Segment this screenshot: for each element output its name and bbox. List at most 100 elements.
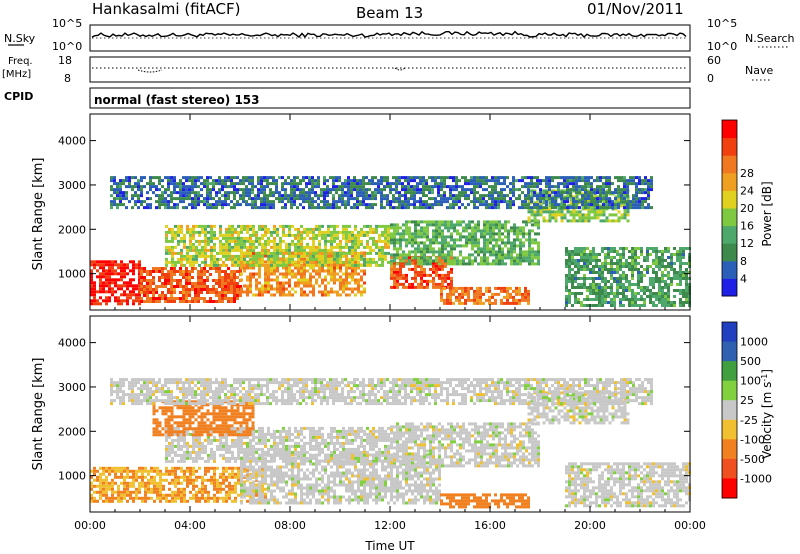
- power-cell: [455, 188, 458, 192]
- power-cell: [453, 238, 456, 242]
- power-cell: [452, 188, 455, 192]
- station-title: Hankasalmi (fitACF): [92, 0, 240, 18]
- power-cell: [658, 298, 661, 301]
- power-cell: [138, 302, 141, 306]
- power-cell: [589, 256, 592, 259]
- power-cell: [143, 279, 146, 282]
- power-cell: [161, 179, 164, 183]
- power-cell: [620, 179, 623, 183]
- power-cell: [420, 229, 423, 233]
- power-cell: [326, 188, 329, 192]
- power-cell: [422, 176, 425, 180]
- power-cell: [420, 220, 423, 224]
- power-cell: [269, 182, 272, 186]
- power-cell: [108, 281, 111, 285]
- power-cell: [622, 304, 625, 307]
- power-cell: [492, 235, 495, 239]
- velocity-cell: [90, 484, 93, 488]
- power-cell: [246, 293, 249, 297]
- power-cell: [258, 251, 261, 255]
- power-cell: [504, 262, 507, 266]
- power-cell: [432, 247, 435, 251]
- power-cell: [610, 298, 613, 301]
- power-cell: [489, 247, 492, 251]
- power-cell: [384, 227, 387, 231]
- power-cell: [467, 194, 470, 198]
- power-cell: [212, 188, 215, 192]
- power-cell: [601, 280, 604, 283]
- power-cell: [357, 266, 360, 270]
- power-cell: [569, 191, 572, 195]
- power-cell: [620, 176, 623, 180]
- power-cell: [628, 304, 631, 307]
- power-cell: [158, 176, 161, 180]
- power-cell: [471, 235, 474, 239]
- power-cell: [575, 182, 578, 186]
- power-cell: [284, 182, 287, 186]
- power-cell: [455, 298, 458, 302]
- power-cell: [450, 259, 453, 263]
- power-cell: [347, 194, 350, 198]
- power-cell: [432, 285, 435, 289]
- power-cell: [572, 213, 576, 217]
- power-cell: [646, 250, 649, 253]
- power-cell: [345, 281, 348, 285]
- power-cell: [302, 179, 305, 183]
- power-y-tick-label: 3000: [58, 179, 86, 192]
- power-cell: [435, 282, 438, 286]
- power-cell: [599, 188, 602, 192]
- power-cell: [407, 203, 410, 207]
- velocity-cell: [114, 469, 117, 473]
- power-cell: [494, 292, 497, 296]
- power-cell: [580, 283, 583, 286]
- power-cell: [305, 200, 308, 204]
- power-cell: [188, 194, 191, 198]
- power-cell: [342, 290, 345, 294]
- power-cell: [620, 191, 623, 195]
- power-cell: [212, 300, 215, 303]
- power-cell: [194, 191, 197, 195]
- power-cell: [224, 179, 227, 183]
- power-cell: [354, 266, 357, 270]
- power-cell: [255, 281, 258, 285]
- power-cell: [362, 197, 365, 201]
- power-cell: [441, 256, 444, 260]
- power-cell: [676, 283, 679, 286]
- power-cell: [243, 236, 246, 240]
- power-cell: [249, 227, 252, 231]
- power-cell: [625, 277, 628, 280]
- power-cell: [312, 260, 315, 264]
- power-cell: [563, 203, 566, 207]
- velocity-cell: [96, 475, 99, 479]
- power-cell: [581, 216, 585, 220]
- power-cell: [584, 203, 587, 207]
- noise-left-label: N.Sky: [4, 32, 36, 45]
- power-cell: [396, 226, 399, 230]
- power-cell: [399, 267, 402, 271]
- power-cell: [468, 262, 471, 266]
- power-cell: [443, 182, 446, 186]
- power-cell: [186, 230, 189, 234]
- power-cell: [230, 176, 233, 180]
- power-cell: [188, 291, 191, 294]
- power-cell: [587, 185, 590, 189]
- power-cell: [210, 260, 213, 264]
- power-cell: [269, 194, 272, 198]
- power-cell: [647, 206, 650, 210]
- power-cell: [417, 259, 420, 263]
- power-cell: [312, 230, 315, 234]
- power-cell: [616, 271, 619, 274]
- power-cell: [465, 226, 468, 230]
- power-cell: [583, 250, 586, 253]
- power-cell: [126, 266, 129, 270]
- power-cell: [126, 281, 129, 285]
- power-cell: [625, 274, 628, 277]
- power-cell: [649, 253, 652, 256]
- power-cell: [294, 236, 297, 240]
- power-cell: [260, 185, 263, 189]
- power-cell: [467, 298, 470, 302]
- power-cell: [446, 292, 449, 296]
- power-cell: [218, 182, 221, 186]
- power-cell: [574, 280, 577, 283]
- power-cell: [652, 259, 655, 262]
